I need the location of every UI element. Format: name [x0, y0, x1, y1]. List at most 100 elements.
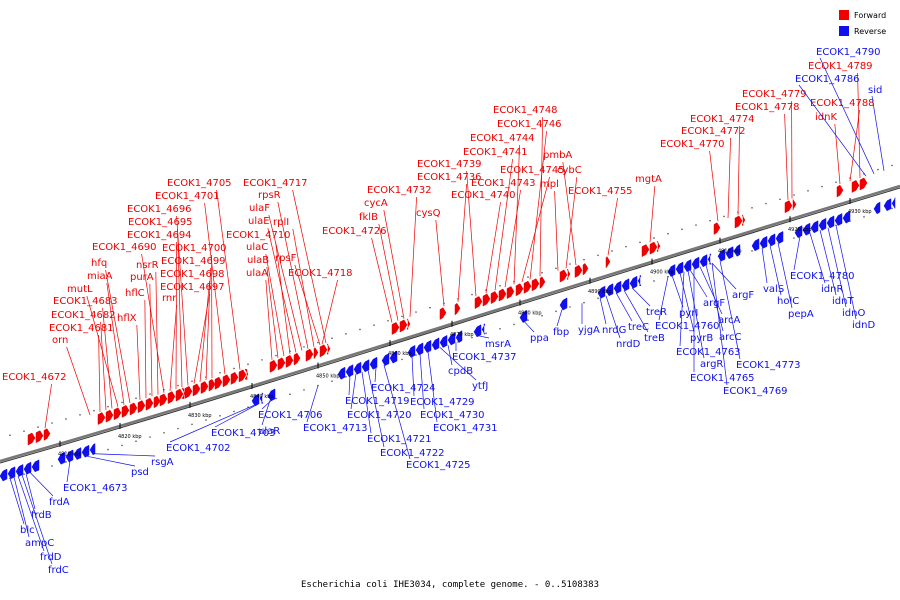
reverse-gene[interactable] [629, 275, 638, 289]
forward-gene[interactable] [582, 263, 589, 276]
reverse-gene[interactable] [431, 337, 440, 351]
reverse-gene[interactable] [455, 330, 463, 343]
forward-gene[interactable] [406, 318, 411, 330]
reverse-gene[interactable] [337, 366, 346, 380]
forward-gene[interactable] [539, 276, 546, 289]
forward-gene[interactable] [498, 288, 507, 302]
forward-gene[interactable] [121, 404, 130, 418]
forward-gene[interactable] [439, 307, 447, 320]
reverse-gene[interactable] [883, 198, 892, 212]
reverse-gene[interactable] [361, 359, 370, 373]
reverse-gene[interactable] [0, 468, 8, 482]
reverse-gene[interactable] [717, 248, 726, 262]
forward-gene[interactable] [167, 391, 176, 405]
forward-gene[interactable] [105, 409, 114, 423]
forward-gene[interactable] [214, 376, 223, 390]
forward-gene[interactable] [129, 402, 138, 416]
forward-gene[interactable] [27, 432, 36, 446]
forward-gene[interactable] [649, 241, 658, 255]
forward-gene[interactable] [836, 184, 844, 198]
reverse-gene[interactable] [267, 388, 276, 402]
reverse-gene[interactable] [415, 342, 424, 356]
forward-gene[interactable] [159, 393, 168, 407]
reverse-gene[interactable] [407, 344, 416, 358]
reverse-gene[interactable] [439, 334, 448, 348]
forward-gene[interactable] [523, 280, 532, 294]
reverse-gene[interactable] [259, 392, 264, 404]
forward-gene[interactable] [175, 388, 184, 402]
reverse-gene[interactable] [31, 459, 40, 473]
reverse-gene[interactable] [775, 230, 784, 244]
reverse-gene[interactable] [810, 220, 819, 234]
forward-gene[interactable] [184, 385, 193, 399]
reverse-gene[interactable] [57, 451, 66, 465]
reverse-gene[interactable] [751, 238, 760, 252]
forward-gene[interactable] [792, 198, 797, 211]
reverse-gene[interactable] [89, 442, 96, 456]
forward-gene[interactable] [454, 302, 461, 316]
reverse-gene[interactable] [15, 464, 24, 477]
reverse-gene[interactable] [597, 285, 606, 299]
reverse-gene[interactable] [725, 246, 734, 260]
forward-gene[interactable] [238, 369, 247, 383]
reverse-gene[interactable] [842, 210, 851, 224]
reverse-gene[interactable] [605, 283, 614, 297]
reverse-gene[interactable] [473, 324, 482, 338]
reverse-gene[interactable] [891, 197, 896, 210]
forward-gene[interactable] [605, 256, 611, 269]
reverse-gene[interactable] [826, 215, 835, 229]
reverse-gene[interactable] [802, 222, 811, 236]
forward-gene[interactable] [784, 200, 793, 214]
reverse-gene[interactable] [423, 339, 432, 353]
forward-gene[interactable] [244, 368, 249, 380]
reverse-gene[interactable] [23, 461, 32, 475]
reverse-gene[interactable] [818, 217, 827, 231]
forward-gene[interactable] [200, 381, 209, 394]
reverse-gene[interactable] [353, 361, 362, 375]
forward-gene[interactable] [269, 359, 278, 373]
forward-gene[interactable] [305, 348, 314, 362]
reverse-gene[interactable] [699, 254, 708, 268]
forward-gene[interactable] [399, 319, 408, 333]
reverse-gene[interactable] [447, 332, 456, 346]
forward-gene[interactable] [851, 180, 860, 193]
reverse-gene[interactable] [519, 309, 528, 323]
reverse-gene[interactable] [613, 280, 622, 294]
forward-gene[interactable] [277, 357, 286, 371]
forward-gene[interactable] [859, 177, 868, 191]
forward-gene[interactable] [713, 222, 721, 235]
reverse-gene[interactable] [683, 259, 692, 273]
forward-gene[interactable] [574, 264, 583, 278]
reverse-gene[interactable] [369, 356, 378, 370]
forward-gene[interactable] [741, 214, 746, 227]
forward-gene[interactable] [391, 321, 400, 335]
forward-gene[interactable] [313, 347, 319, 360]
reverse-gene[interactable] [481, 323, 486, 335]
reverse-gene[interactable] [675, 261, 684, 275]
forward-gene[interactable] [97, 412, 106, 425]
forward-gene[interactable] [319, 344, 328, 358]
reverse-gene[interactable] [637, 274, 642, 287]
forward-gene[interactable] [43, 428, 51, 441]
reverse-gene[interactable] [667, 264, 676, 277]
forward-gene[interactable] [35, 430, 44, 444]
forward-gene[interactable] [506, 286, 515, 300]
forward-gene[interactable] [285, 354, 294, 368]
forward-gene[interactable] [490, 291, 499, 305]
reverse-gene[interactable] [767, 233, 776, 247]
reverse-gene[interactable] [73, 447, 82, 460]
forward-gene[interactable] [482, 293, 491, 307]
reverse-gene[interactable] [621, 278, 630, 292]
reverse-gene[interactable] [707, 253, 712, 265]
forward-gene[interactable] [192, 383, 201, 397]
forward-gene[interactable] [153, 395, 161, 409]
forward-gene[interactable] [222, 374, 231, 388]
reverse-gene[interactable] [389, 350, 398, 364]
forward-gene[interactable] [145, 397, 154, 411]
reverse-gene[interactable] [834, 213, 843, 226]
forward-gene[interactable] [531, 278, 540, 292]
reverse-gene[interactable] [7, 466, 16, 480]
forward-gene[interactable] [208, 378, 216, 392]
forward-gene[interactable] [515, 283, 524, 297]
forward-gene[interactable] [641, 244, 650, 258]
